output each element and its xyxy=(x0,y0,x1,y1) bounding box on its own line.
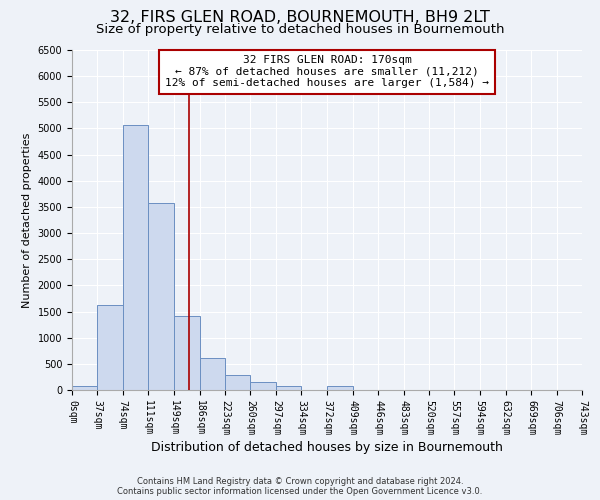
Bar xyxy=(123,125,148,390)
X-axis label: Distribution of detached houses by size in Bournemouth: Distribution of detached houses by size … xyxy=(151,440,503,454)
Bar xyxy=(225,374,250,390)
Text: 32 FIRS GLEN ROAD: 170sqm
← 87% of detached houses are smaller (11,212)
12% of s: 32 FIRS GLEN ROAD: 170sqm ← 87% of detac… xyxy=(165,55,489,88)
Bar xyxy=(250,382,276,390)
Bar xyxy=(72,386,97,390)
Y-axis label: Number of detached properties: Number of detached properties xyxy=(22,132,32,308)
Bar xyxy=(328,386,353,390)
Text: Size of property relative to detached houses in Bournemouth: Size of property relative to detached ho… xyxy=(96,22,504,36)
Text: 32, FIRS GLEN ROAD, BOURNEMOUTH, BH9 2LT: 32, FIRS GLEN ROAD, BOURNEMOUTH, BH9 2LT xyxy=(110,10,490,25)
Bar xyxy=(97,306,123,390)
Text: Contains HM Land Registry data © Crown copyright and database right 2024.
Contai: Contains HM Land Registry data © Crown c… xyxy=(118,476,482,496)
Bar xyxy=(174,316,200,390)
Bar xyxy=(200,358,225,390)
Bar xyxy=(276,386,301,390)
Bar xyxy=(148,202,174,390)
